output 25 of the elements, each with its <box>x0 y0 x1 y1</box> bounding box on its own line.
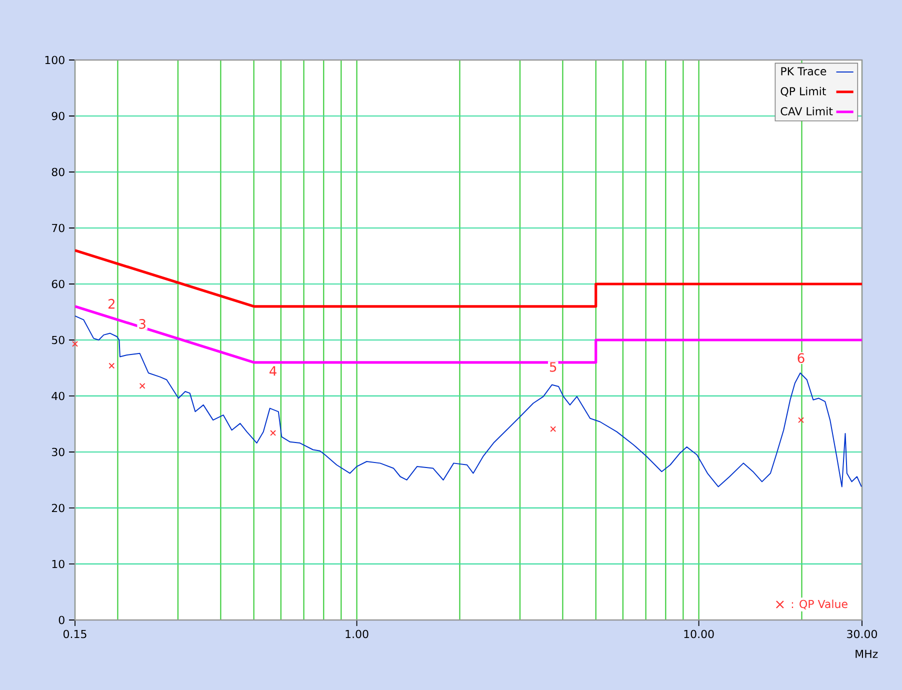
text: : QP Value <box>792 600 848 610</box>
annotation: 3 <box>139 318 146 329</box>
y-tick-label: 0 <box>58 616 64 624</box>
annotation: 5 <box>550 362 556 372</box>
y-tick-label: 100 <box>45 56 64 64</box>
x-tick-label: 1.00 <box>346 630 368 638</box>
annotation: 6 <box>798 353 804 363</box>
y-tick-label: 30 <box>52 448 64 456</box>
legend-label: PK Trace <box>781 67 826 76</box>
x-tick-label: 30.00 <box>847 630 877 638</box>
legend-label: QP Limit <box>780 86 826 97</box>
annotation: 4 <box>270 366 276 376</box>
y-tick-label: 50 <box>52 336 64 344</box>
y-tick-label: 10 <box>52 560 64 568</box>
x-axis-title: MHz <box>856 650 878 658</box>
x-tick-label: 10.00 <box>684 630 714 638</box>
y-tick-label: 20 <box>52 504 64 512</box>
y-tick-label: 90 <box>52 112 64 120</box>
y-tick-label: 70 <box>52 224 64 232</box>
y-tick-label: 80 <box>52 168 64 176</box>
annotation: 2 <box>108 298 114 309</box>
legend-label: CAV Limit <box>780 106 833 116</box>
y-tick-label: 40 <box>52 392 64 400</box>
y-tick-label: 60 <box>52 280 64 288</box>
x-tick-label: 0.15 <box>63 630 86 638</box>
